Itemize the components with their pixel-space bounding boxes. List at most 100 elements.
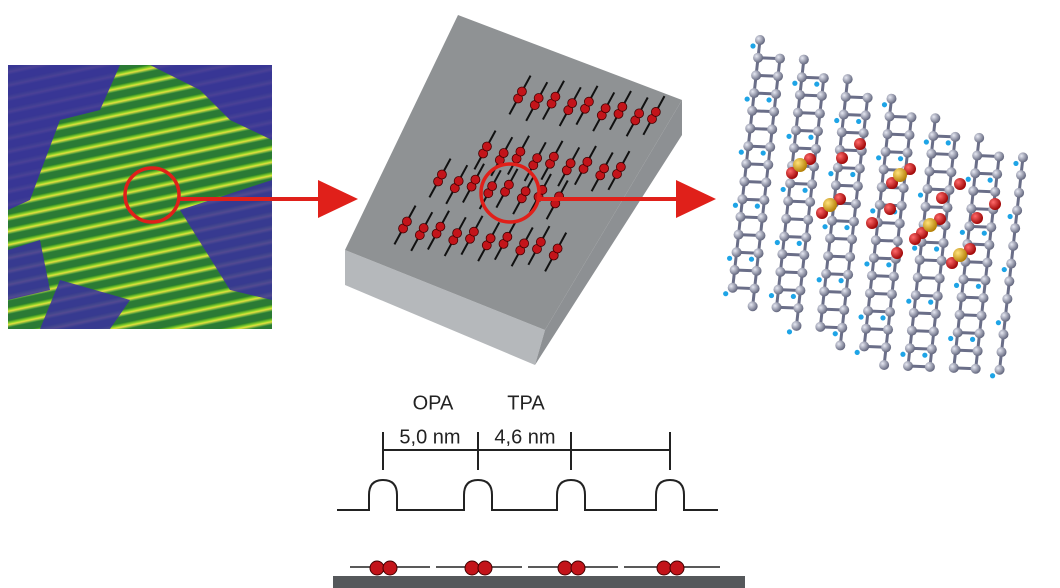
molecule [503,232,512,241]
molecule [469,227,478,236]
hydrogen [858,314,863,319]
hydrogen [786,134,791,139]
oxygen [836,152,848,164]
molecule [437,170,446,179]
atom [839,110,849,120]
atom [955,310,965,320]
hydrogen [775,240,780,245]
molecule [551,92,560,101]
atom [883,129,893,139]
hydrogen [954,283,959,288]
atom [759,195,769,205]
hydrogen [948,336,953,341]
atom [839,305,849,315]
atom [933,291,943,301]
atom [925,362,935,372]
atom [799,55,809,65]
atom [957,292,967,302]
atom [913,273,923,283]
hydrogen [802,188,807,193]
atom [971,364,981,374]
atom [747,106,757,116]
atom [859,341,869,351]
molecule [670,561,684,575]
atom [871,235,881,245]
hydrogen [876,155,881,160]
atom [732,247,742,257]
molecule [616,162,625,171]
molecule [370,561,384,575]
hydrogen [1002,267,1007,272]
oxygen [936,192,948,204]
atom [795,90,805,100]
atom [968,186,978,196]
atom [859,128,869,138]
atom [950,132,960,142]
atom [949,363,959,373]
molecule [521,187,530,196]
atom [905,343,915,353]
atom [767,124,777,134]
atom [817,304,827,314]
molecule [482,142,491,151]
atom [865,288,875,298]
atom [973,346,983,356]
atom [773,71,783,81]
atom [982,258,992,268]
molecule [454,177,463,186]
atom [909,308,919,318]
hydrogen [928,299,933,304]
molecule [499,149,508,158]
hydrogen [966,177,971,182]
atom [841,92,851,102]
atom [771,89,781,99]
atom [855,163,865,173]
atom [811,144,821,154]
hydrogen [766,97,771,102]
molecule [504,180,513,189]
atom [847,234,857,244]
atom [1006,259,1016,269]
hydrogen [850,172,855,177]
hydrogen [755,204,760,209]
atom [948,150,958,160]
atom [775,54,785,64]
molecule [520,239,529,248]
hydrogen [982,231,987,236]
hydrogen [814,82,819,87]
hydrogen [761,150,766,155]
atom [841,287,851,297]
atom [939,238,949,248]
atom [815,109,825,119]
atom [791,125,801,135]
atom [845,252,855,262]
hydrogen [1013,161,1018,166]
atom [1010,223,1020,233]
atom [775,267,785,277]
atom [959,274,969,284]
atom [1000,312,1010,322]
atom [801,232,811,242]
hydrogen [855,350,860,355]
molecule [600,164,609,173]
molecule [419,224,428,233]
molecule [568,99,577,108]
atom [823,251,833,261]
molecule [558,561,572,575]
phosphorus [823,198,837,212]
atom [998,329,1008,339]
hydrogen [787,329,792,334]
atom [966,204,976,214]
phosphorus [953,248,967,262]
molecule [533,154,542,163]
atom [785,178,795,188]
oxygen [971,212,983,224]
hydrogen [833,331,838,336]
atom [1016,170,1026,180]
molecule [478,561,492,575]
atom [937,256,947,266]
molecule [517,87,526,96]
label-tpa: TPA [507,392,545,414]
hydrogen [960,230,965,235]
hydrogen [934,246,939,251]
